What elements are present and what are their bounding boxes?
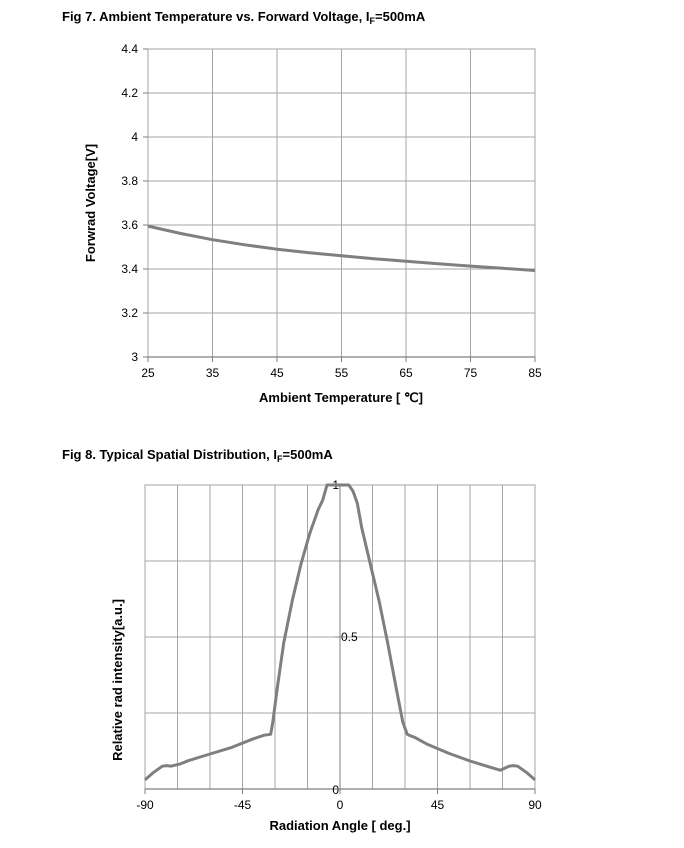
y-tick-label: 0 <box>332 783 339 797</box>
y-tick-label: 3.4 <box>121 262 138 276</box>
fig7-x-axis-label: Ambient Temperature [ ℃] <box>259 390 423 405</box>
x-tick-label: 65 <box>399 366 413 380</box>
x-tick-label: 55 <box>335 366 349 380</box>
y-tick-label: 3.6 <box>121 218 138 232</box>
x-tick-label: 75 <box>464 366 478 380</box>
y-tick-label: 4.2 <box>121 86 138 100</box>
fig8-series-line <box>144 483 536 782</box>
fig8-y-axis-label: Relative rad intensity[a.u.] <box>110 599 125 761</box>
y-tick-label: 0.5 <box>341 630 358 644</box>
y-tick-label: 3 <box>131 350 138 364</box>
fig8-title: Fig 8. Typical Spatial Distribution, IF=… <box>62 447 333 464</box>
x-tick-label: 45 <box>270 366 284 380</box>
y-tick-label: 4.4 <box>121 42 138 56</box>
y-tick-label: 4 <box>131 130 138 144</box>
x-tick-label: -90 <box>136 798 154 812</box>
x-tick-label: 0 <box>337 798 344 812</box>
x-tick-label: 45 <box>431 798 445 812</box>
x-tick-label: 25 <box>141 366 155 380</box>
fig7-title: Fig 7. Ambient Temperature vs. Forward V… <box>62 9 426 26</box>
fig7-y-axis-label: Forwrad Voltage[V] <box>83 144 98 262</box>
x-tick-label: 35 <box>206 366 220 380</box>
x-tick-label: 85 <box>528 366 542 380</box>
fig8-x-axis-label: Radiation Angle [ deg.] <box>269 818 410 833</box>
x-tick-label: -45 <box>234 798 252 812</box>
fig7-series-line <box>147 224 536 272</box>
y-tick-label: 3.2 <box>121 306 138 320</box>
y-tick-label: 3.8 <box>121 174 138 188</box>
x-tick-label: 90 <box>528 798 542 812</box>
